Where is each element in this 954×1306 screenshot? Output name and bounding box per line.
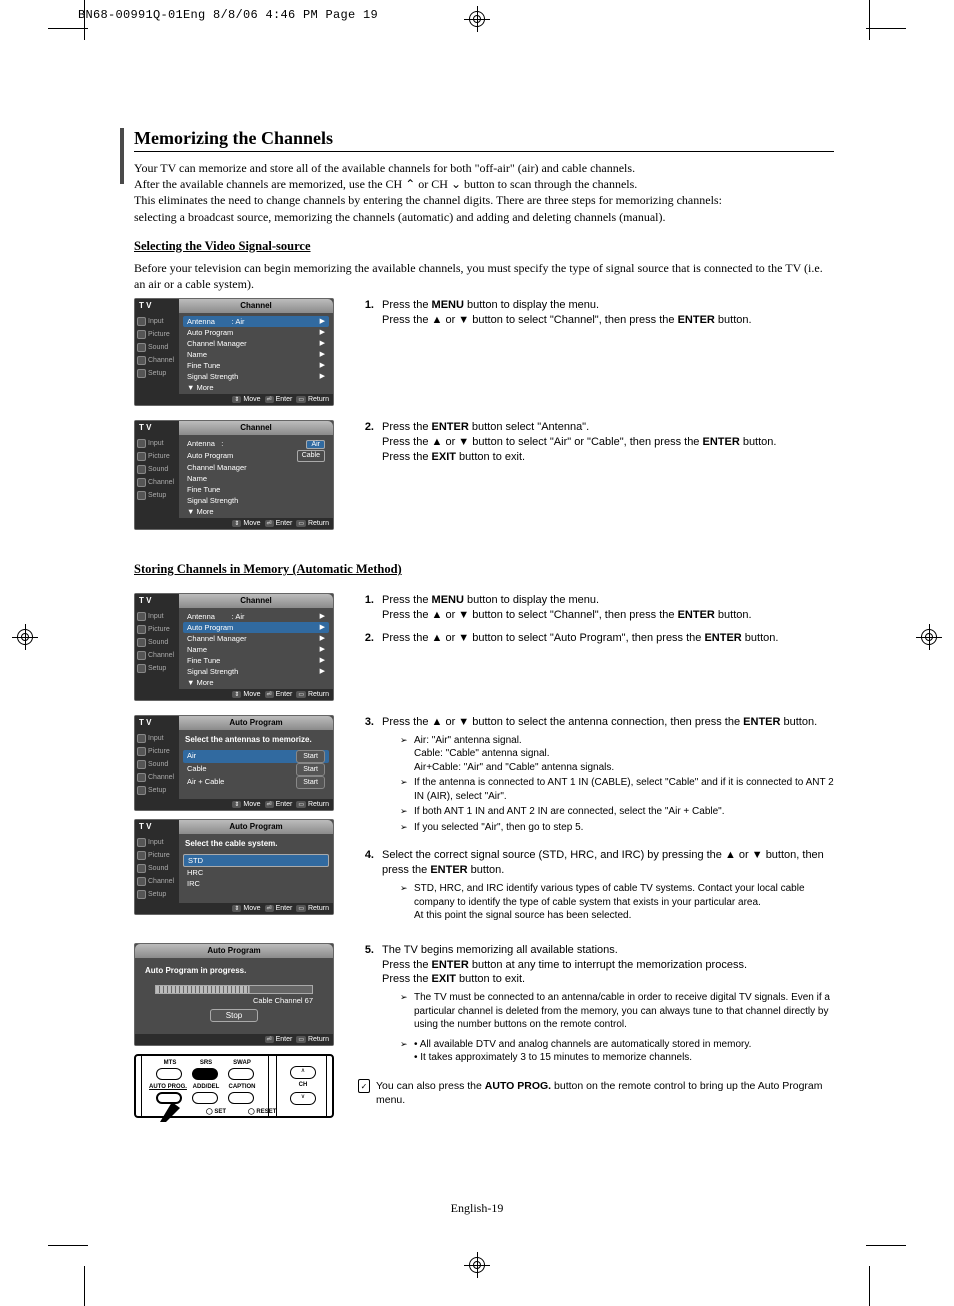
- osd-auto-program-highlight: T VChannel Input Picture Sound Channel S…: [134, 593, 334, 701]
- registration-target: [918, 626, 940, 648]
- registration-target: [466, 8, 488, 30]
- osd-progress: Auto Program Auto Program in progress. C…: [134, 943, 334, 1046]
- crop-mark: [48, 1245, 88, 1246]
- osd-channel-menu: T VChannel Input Picture Sound Channel S…: [134, 298, 334, 406]
- crop-mark: [48, 28, 88, 29]
- crop-mark: [866, 28, 906, 29]
- intro-text: Your TV can memorize and store all of th…: [134, 160, 834, 225]
- page-title: Memorizing the Channels: [134, 128, 834, 152]
- step-1: 1. Press the MENU button to display the …: [358, 298, 834, 328]
- crop-mark: [84, 1266, 85, 1306]
- step-3: 3. Press the ▲ or ▼ button to select the…: [358, 715, 834, 840]
- osd-antenna-select: T VChannel Input Picture Sound Channel S…: [134, 420, 334, 530]
- crop-mark: [866, 1245, 906, 1246]
- section-heading: Selecting the Video Signal-source: [134, 239, 834, 254]
- section-lead: Before your television can begin memoriz…: [134, 260, 834, 292]
- step-2: 2. Press the ENTER button select "Antenn…: [358, 420, 834, 465]
- print-header: BN68-00991Q-01Eng 8/8/06 4:46 PM Page 19: [78, 8, 378, 22]
- crop-mark: [869, 1266, 870, 1306]
- page-number: English-19: [84, 1201, 870, 1216]
- osd-cable-system: T VAuto Program Input Picture Sound Chan…: [134, 819, 334, 915]
- title-accent-bar: [120, 128, 124, 184]
- registration-target: [14, 626, 36, 648]
- step-5: 5. The TV begins memorizing all availabl…: [358, 943, 834, 1071]
- step-1b: 1. Press the MENU button to display the …: [358, 593, 834, 623]
- remote-illustration: MTS SRS SWAP ∧ AUTO PROG. ADD/DEL CAPTIO…: [134, 1054, 334, 1118]
- section-heading: Storing Channels in Memory (Automatic Me…: [134, 562, 834, 577]
- registration-target: [466, 1254, 488, 1276]
- step-4: 4. Select the correct signal source (STD…: [358, 848, 834, 928]
- osd-select-antennas: T VAuto Program Input Picture Sound Chan…: [134, 715, 334, 811]
- remote-note: ✓ You can also press the AUTO PROG. butt…: [358, 1079, 834, 1107]
- step-2b: 2. Press the ▲ or ▼ button to select "Au…: [358, 631, 834, 646]
